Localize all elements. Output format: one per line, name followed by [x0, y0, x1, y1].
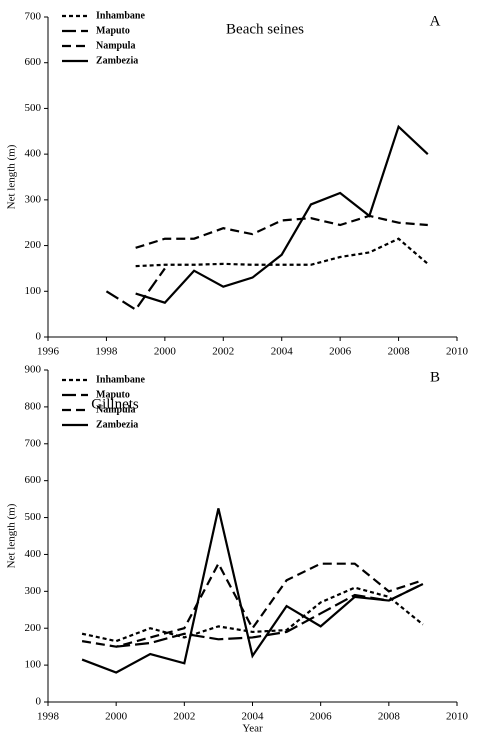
legend-label: Zambezia	[96, 55, 138, 66]
x-tick-label: 2006	[310, 711, 333, 723]
y-axis-label: Net length (m)	[6, 503, 18, 568]
x-tick-label: 2008	[378, 711, 401, 723]
x-tick-label: 2010	[446, 346, 469, 358]
x-tick-label: 1998	[95, 346, 118, 358]
data-line	[81, 508, 424, 674]
y-tick-label: 300	[25, 193, 42, 205]
data-line	[135, 214, 428, 249]
data-line	[105, 267, 166, 312]
x-tick-label: 2002	[173, 711, 195, 723]
y-tick-label: 500	[25, 511, 42, 523]
legend-label: Inhambane	[96, 10, 145, 21]
data-line	[135, 237, 429, 268]
legend-label: Maputo	[96, 25, 130, 36]
legend-label: Maputo	[96, 389, 130, 400]
y-tick-label: 400	[25, 148, 42, 160]
y-tick-label: 200	[25, 239, 42, 251]
x-tick-label: 2000	[154, 346, 177, 358]
x-tick-label: 2010	[446, 711, 469, 723]
panel-label: B	[430, 369, 440, 385]
x-tick-label: 2004	[242, 711, 265, 723]
y-tick-label: 100	[25, 659, 42, 671]
y-tick-label: 800	[25, 400, 42, 412]
x-tick-label: 2004	[271, 346, 294, 358]
chart-title: Beach seines	[226, 21, 304, 37]
y-tick-label: 500	[25, 102, 42, 114]
y-tick-label: 600	[25, 56, 42, 68]
legend-label: Nampula	[96, 404, 135, 415]
y-tick-label: 300	[25, 585, 42, 597]
x-tick-label: 1998	[37, 711, 60, 723]
panel-label: A	[430, 13, 441, 29]
legend-label: Nampula	[96, 40, 135, 51]
x-tick-label: 2002	[212, 346, 234, 358]
legend-label: Inhambane	[96, 374, 145, 385]
y-tick-label: 600	[25, 474, 42, 486]
x-axis-label: Year	[242, 723, 263, 735]
data-line	[81, 561, 424, 648]
y-tick-label: 100	[25, 285, 42, 297]
x-tick-label: 2006	[329, 346, 352, 358]
y-tick-label: 900	[25, 364, 42, 376]
chart-title: Gillnets	[91, 396, 139, 412]
x-tick-label: 2008	[388, 346, 411, 358]
y-tick-label: 0	[36, 696, 42, 708]
y-tick-label: 400	[25, 548, 42, 560]
data-line	[81, 586, 424, 643]
x-tick-label: 1996	[37, 346, 60, 358]
y-tick-label: 200	[25, 622, 42, 634]
legend-label: Zambezia	[96, 419, 138, 430]
data-line	[135, 124, 429, 304]
y-tick-label: 0	[36, 331, 42, 343]
y-axis-label: Net length (m)	[6, 144, 18, 209]
y-tick-label: 700	[25, 437, 42, 449]
y-tick-label: 700	[25, 11, 42, 23]
x-tick-label: 2000	[105, 711, 128, 723]
